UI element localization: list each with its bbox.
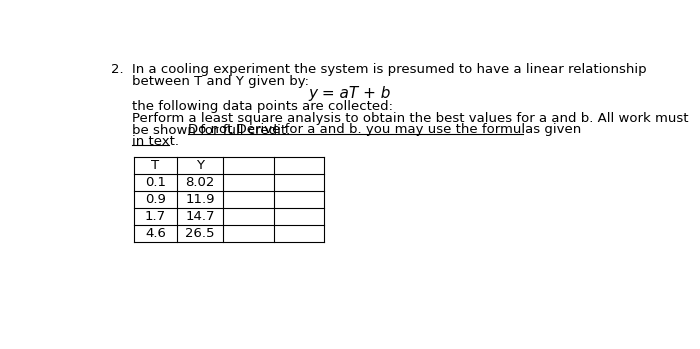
Text: y = aT + b: y = aT + b [309, 86, 391, 101]
Text: the following data points are collected:: the following data points are collected: [132, 101, 393, 113]
Text: 8.02: 8.02 [186, 176, 215, 189]
Text: 0.1: 0.1 [145, 176, 166, 189]
Text: In a cooling experiment the system is presumed to have a linear relationship: In a cooling experiment the system is pr… [132, 64, 647, 76]
Text: 11.9: 11.9 [185, 193, 215, 206]
Text: 0.9: 0.9 [145, 193, 166, 206]
Text: in text.: in text. [132, 135, 179, 148]
Text: Do not Derive for a and b. you may use the formulas given: Do not Derive for a and b. you may use t… [188, 124, 582, 136]
Text: 2.: 2. [111, 64, 123, 76]
Text: 1.7: 1.7 [145, 210, 166, 223]
Text: T: T [151, 159, 160, 172]
Text: Perform a least square analysis to obtain the best values for a and b. All work : Perform a least square analysis to obtai… [132, 112, 689, 125]
Text: 14.7: 14.7 [185, 210, 215, 223]
Text: 26.5: 26.5 [185, 227, 215, 240]
Text: be shown for full credit.: be shown for full credit. [132, 124, 299, 136]
Text: 4.6: 4.6 [145, 227, 166, 240]
Text: between T and Y given by:: between T and Y given by: [132, 75, 309, 88]
Text: Y: Y [196, 159, 204, 172]
